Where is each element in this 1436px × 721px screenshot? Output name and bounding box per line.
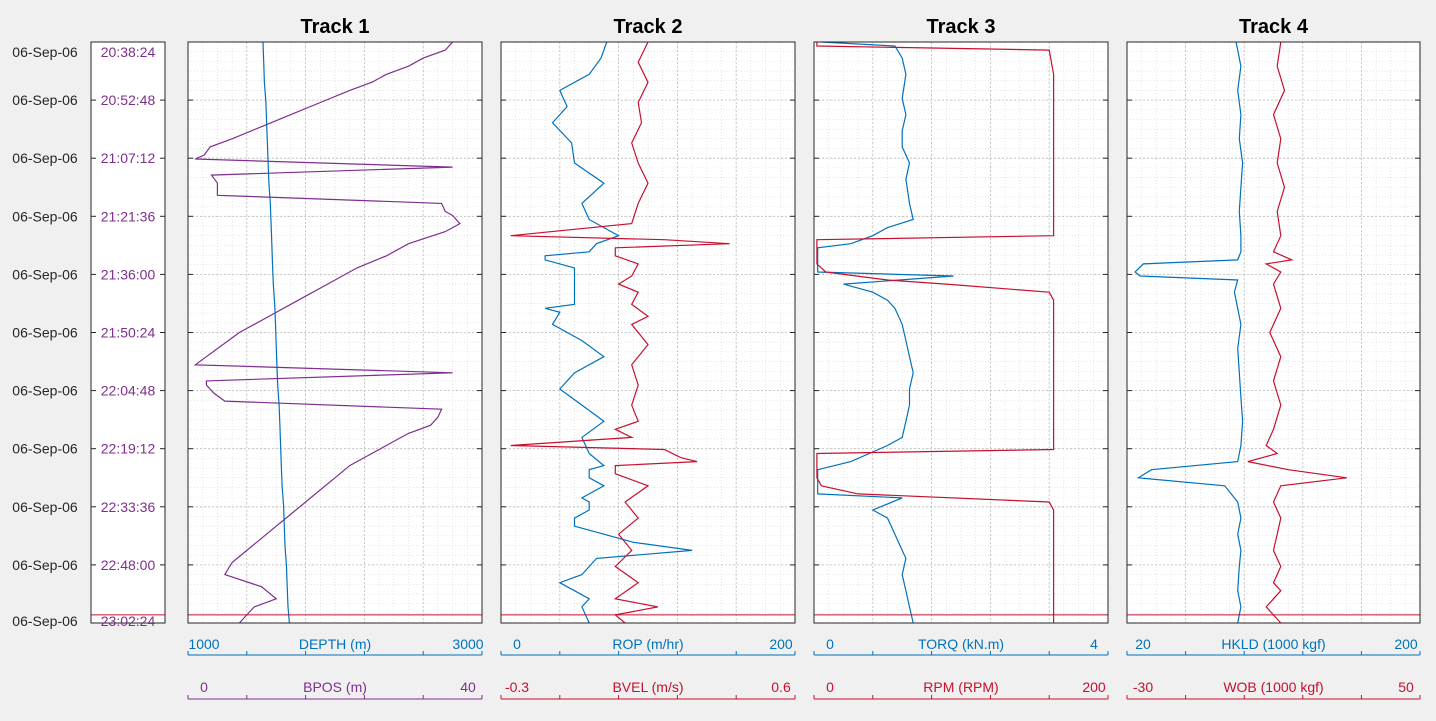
date-tick-label: 06-Sep-06	[12, 441, 78, 457]
time-tick-label: 20:38:24	[101, 44, 156, 60]
scale-min-label: -0.3	[505, 679, 529, 695]
scale-min-label: 20	[1135, 636, 1151, 652]
curve-hkld	[1134, 41, 1244, 624]
scale-max-label: 200	[769, 636, 793, 652]
track-4: Track 4 20 HKLD (1000 kgf) 200 -30 WOB (1000 …	[1126, 16, 1421, 700]
scale-max-label: 200	[1082, 679, 1106, 695]
time-tick-label: 22:19:12	[101, 441, 156, 457]
time-tick-label: 21:07:12	[101, 150, 156, 166]
track-frame	[813, 41, 1109, 624]
time-axis: 20:38:24 06-Sep-06 20:52:48 06-Sep-06 21:07:…	[12, 41, 166, 629]
scale-name-label: RPM (RPM)	[923, 679, 998, 695]
track-title: Track 4	[1239, 16, 1309, 38]
scale-max-label: 50	[1398, 679, 1414, 695]
time-tick-label: 21:36:00	[101, 266, 156, 282]
track-title: Track 2	[614, 16, 683, 38]
curve-depth	[262, 41, 290, 624]
scale-min-label: 0	[826, 679, 834, 695]
date-tick-label: 06-Sep-06	[12, 208, 78, 224]
time-axis-frame	[90, 41, 166, 624]
scale-max-label: 200	[1394, 636, 1418, 652]
track-title: Track 1	[301, 16, 370, 38]
date-tick-label: 06-Sep-06	[12, 92, 78, 108]
scale-min-label: 0	[513, 636, 521, 652]
track-3: Track 3 0 TORQ (kN.m) 4 0 RPM (RPM) 200	[813, 16, 1109, 700]
track-title: Track 3	[927, 16, 996, 38]
scale-name-label: ROP (m/hr)	[612, 636, 683, 652]
scale-max-label: 3000	[452, 636, 483, 652]
date-tick-label: 06-Sep-06	[12, 557, 78, 573]
scale-name-label: BVEL (m/s)	[612, 679, 683, 695]
scale-min-label: 0	[200, 679, 208, 695]
date-tick-label: 06-Sep-06	[12, 383, 78, 399]
scale-name-label: HKLD (1000 kgf)	[1221, 636, 1325, 652]
date-tick-label: 06-Sep-06	[12, 150, 78, 166]
time-tick-label: 22:04:48	[101, 383, 156, 399]
track-frame	[187, 41, 483, 624]
time-tick-label: 21:50:24	[101, 325, 156, 341]
date-tick-label: 06-Sep-06	[12, 266, 78, 282]
curve-bvel	[510, 41, 730, 624]
scale-max-label: 40	[460, 679, 476, 695]
track-2: Track 2 0 ROP (m/hr) 200 -0.3 BVEL (m/s) 0.6	[500, 16, 796, 700]
curve-wob	[1247, 41, 1347, 624]
curve-torq	[817, 41, 954, 624]
date-tick-label: 06-Sep-06	[12, 613, 78, 629]
date-tick-label: 06-Sep-06	[12, 325, 78, 341]
time-tick-label: 22:48:00	[101, 557, 156, 573]
scale-min-label: 0	[826, 636, 834, 652]
time-tick-label: 22:33:36	[101, 499, 156, 515]
curve-bpos	[193, 41, 461, 624]
time-tick-label: 21:21:36	[101, 208, 156, 224]
date-tick-label: 06-Sep-06	[12, 499, 78, 515]
scale-max-label: 0.6	[771, 679, 791, 695]
curve-rop	[544, 41, 693, 624]
track-frame	[500, 41, 796, 624]
scale-min-label: -30	[1133, 679, 1153, 695]
track-1: Track 1 1000 DEPTH (m) 3000 0 BPOS (m) 40	[187, 16, 484, 700]
scale-name-label: DEPTH (m)	[299, 636, 371, 652]
scale-name-label: TORQ (kN.m)	[918, 636, 1004, 652]
time-tick-label: 23:02:24	[101, 613, 156, 629]
curve-rpm	[816, 42, 1055, 623]
scale-name-label: BPOS (m)	[303, 679, 367, 695]
track-frame	[1126, 41, 1421, 624]
scale-max-label: 4	[1090, 636, 1098, 652]
scale-name-label: WOB (1000 kgf)	[1223, 679, 1323, 695]
scale-min-label: 1000	[188, 636, 219, 652]
time-tick-label: 20:52:48	[101, 92, 156, 108]
date-tick-label: 06-Sep-06	[12, 44, 78, 60]
